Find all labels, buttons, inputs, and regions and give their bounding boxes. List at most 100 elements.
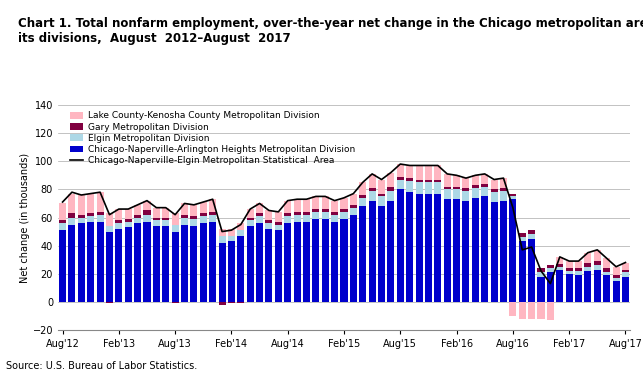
Bar <box>387 191 394 201</box>
Bar <box>491 189 498 192</box>
Bar <box>509 194 516 196</box>
Bar <box>368 174 376 188</box>
Bar <box>397 180 404 189</box>
Bar <box>378 206 385 302</box>
Bar <box>78 223 85 302</box>
Bar <box>87 216 95 222</box>
Bar <box>153 220 160 226</box>
Bar <box>125 227 132 302</box>
Bar <box>519 233 526 237</box>
Bar <box>266 220 273 223</box>
Bar <box>115 223 122 229</box>
Bar <box>359 195 367 198</box>
Bar <box>341 219 347 302</box>
Bar <box>200 216 207 223</box>
Bar <box>368 191 376 201</box>
Bar <box>68 225 75 302</box>
Bar <box>472 198 479 302</box>
Bar <box>68 217 75 225</box>
Bar <box>256 223 263 302</box>
Bar <box>575 271 582 275</box>
Bar <box>603 258 610 268</box>
Bar <box>462 201 469 302</box>
Bar <box>312 196 320 209</box>
Bar <box>284 213 291 216</box>
Bar <box>453 199 460 302</box>
Bar <box>547 302 554 320</box>
Bar <box>350 214 357 302</box>
Bar <box>472 188 479 198</box>
Bar <box>603 268 610 272</box>
Bar <box>275 222 282 225</box>
Bar <box>575 268 582 271</box>
Bar <box>359 198 367 206</box>
Bar <box>481 174 488 184</box>
Bar <box>106 213 113 226</box>
Bar <box>350 208 357 214</box>
Bar <box>425 180 432 182</box>
Bar <box>190 226 197 302</box>
Bar <box>284 201 291 213</box>
Bar <box>538 268 545 272</box>
Bar <box>96 222 104 302</box>
Bar <box>312 219 320 302</box>
Bar <box>528 230 535 234</box>
Bar <box>247 220 254 226</box>
Bar <box>143 222 150 302</box>
Bar <box>593 270 601 302</box>
Bar <box>462 178 469 188</box>
Bar <box>143 201 150 210</box>
Bar <box>275 212 282 222</box>
Bar <box>415 194 422 302</box>
Bar <box>368 201 376 302</box>
Bar <box>613 281 620 302</box>
Bar <box>509 199 516 302</box>
Bar <box>584 253 592 262</box>
Bar <box>237 230 244 236</box>
Bar <box>87 222 95 302</box>
Bar <box>190 216 197 219</box>
Bar <box>556 270 563 302</box>
Bar <box>200 213 207 216</box>
Bar <box>444 187 451 189</box>
Bar <box>603 272 610 275</box>
Bar <box>397 177 404 180</box>
Bar <box>547 268 554 272</box>
Bar <box>172 231 179 302</box>
Bar <box>613 275 620 278</box>
Bar <box>453 187 460 189</box>
Bar <box>500 201 507 302</box>
Bar <box>153 208 160 218</box>
Bar <box>209 214 216 222</box>
Bar <box>331 201 338 212</box>
Bar <box>134 217 141 223</box>
Bar <box>228 236 235 242</box>
Bar <box>303 222 310 302</box>
Bar <box>266 223 273 229</box>
Bar <box>134 214 141 217</box>
Bar <box>162 217 169 220</box>
Bar <box>556 264 563 267</box>
Bar <box>481 196 488 302</box>
Bar <box>284 223 291 302</box>
Bar <box>115 229 122 302</box>
Bar <box>368 188 376 191</box>
Bar <box>613 278 620 281</box>
Bar <box>284 216 291 223</box>
Bar <box>256 203 263 213</box>
Bar <box>575 275 582 302</box>
Bar <box>387 172 394 187</box>
Bar <box>387 187 394 191</box>
Bar <box>275 230 282 302</box>
Bar <box>453 176 460 187</box>
Bar <box>341 212 347 219</box>
Bar <box>481 184 488 187</box>
Bar <box>59 220 66 223</box>
Bar <box>519 242 526 302</box>
Bar <box>153 217 160 220</box>
Bar <box>556 257 563 264</box>
Bar <box>575 261 582 268</box>
Bar <box>491 180 498 189</box>
Legend: Lake County-Kenosha County Metropolitan Division, Gary Metropolitan Division, El: Lake County-Kenosha County Metropolitan … <box>68 110 357 167</box>
Bar <box>415 182 422 194</box>
